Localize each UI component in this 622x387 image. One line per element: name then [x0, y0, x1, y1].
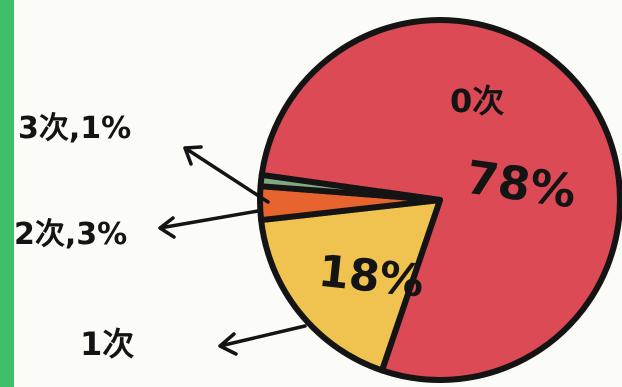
label-one-pct: 18% — [316, 246, 426, 308]
label-two: 2次,3% — [14, 217, 127, 252]
label-three: 3次,1% — [18, 111, 131, 146]
green-edge-strip — [0, 0, 14, 387]
label-zero-cat: 0次 — [450, 82, 504, 120]
slice-one — [258, 197, 443, 374]
label-one-cat: 1次 — [80, 325, 134, 363]
arrow-one — [218, 324, 307, 356]
leader-arrows — [158, 145, 307, 356]
pie-slices — [257, 17, 622, 383]
arrow-three — [183, 145, 270, 204]
slice-three — [257, 171, 443, 203]
arrow-two — [158, 209, 260, 239]
